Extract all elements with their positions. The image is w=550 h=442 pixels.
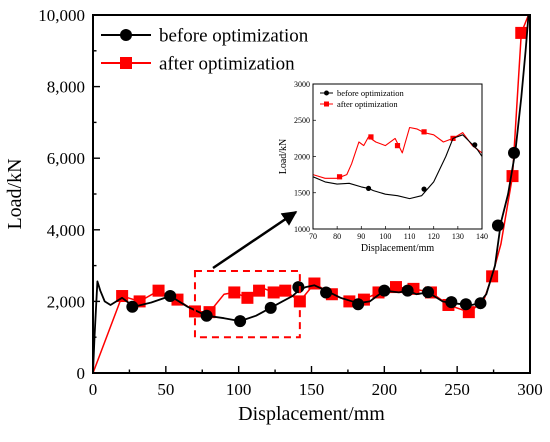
- inset-series-0-line: [313, 134, 482, 200]
- inset-legend-label-0: before optimization: [337, 88, 405, 98]
- series-0-point: [352, 298, 365, 311]
- series-0-point: [459, 298, 472, 311]
- x-tick-label: 300: [517, 380, 543, 399]
- inset-y-tick-label: 2500: [294, 116, 310, 125]
- y-axis-title: Load/kN: [4, 158, 26, 229]
- series-0-point: [491, 219, 504, 232]
- series-1-point: [515, 26, 528, 39]
- inset-series-1-point: [394, 143, 401, 149]
- y-tick-label: 0: [77, 364, 86, 383]
- series-1-point: [267, 286, 280, 299]
- series-0-point: [445, 296, 458, 309]
- inset-x-tick-label: 140: [476, 232, 488, 241]
- inset-legend-marker-0: [324, 90, 329, 96]
- series-1-point: [152, 284, 165, 297]
- series-1-point: [241, 291, 254, 304]
- inset-x-tick-label: 130: [452, 232, 464, 241]
- y-tick-label: 10,000: [38, 6, 85, 25]
- series-0-point: [401, 284, 414, 297]
- inset-series-1-point: [368, 134, 374, 140]
- legend-marker-1: [120, 57, 132, 69]
- x-tick-label: 200: [372, 380, 398, 399]
- y-tick-label: 4,000: [47, 221, 85, 240]
- inset-series-0-point: [365, 185, 372, 191]
- legend-label-1: after optimization: [159, 54, 295, 75]
- inset-series-group: [313, 126, 482, 200]
- inset-y-axis-title: Load/kN: [278, 139, 289, 175]
- series-0-point: [264, 301, 277, 314]
- series-0-point: [292, 281, 305, 294]
- inset-legend-marker-1: [324, 101, 329, 107]
- series-0-point: [507, 146, 520, 159]
- series-0-point: [474, 297, 487, 310]
- y-tick-label: 6,000: [47, 149, 85, 168]
- series-0-point: [320, 286, 333, 299]
- series-0-point: [378, 284, 391, 297]
- inset-x-tick-label: 70: [309, 232, 317, 241]
- inset-legend-label-1: after optimization: [337, 99, 398, 109]
- series-0-line: [93, 15, 530, 373]
- inset-series-1-line: [313, 126, 482, 179]
- inset-y-tick-label: 1000: [294, 225, 310, 234]
- x-tick-label: 150: [299, 380, 325, 399]
- inset-y-tick-label: 3000: [294, 80, 310, 89]
- main-series-group: [93, 15, 530, 373]
- inset-series-0-point: [421, 186, 427, 192]
- series-0-point: [200, 309, 213, 322]
- x-tick-label: 250: [444, 380, 470, 399]
- inset-x-tick-label: 80: [333, 232, 341, 241]
- inset-y-tick-label: 2000: [294, 152, 310, 161]
- series-1-point: [279, 284, 292, 297]
- zoom-arrow: [212, 210, 298, 270]
- series-1-point: [389, 281, 402, 294]
- series-0-point: [164, 290, 177, 303]
- y-tick-label: 2,000: [47, 292, 85, 311]
- main-plot: 0 50 100 150 200 250 30002,0004,0006,0008,0001…: [4, 6, 543, 425]
- inset-background: [313, 84, 482, 229]
- series-1-point: [506, 170, 519, 183]
- inset-x-tick-label: 110: [404, 232, 416, 241]
- series-0-point: [234, 315, 247, 328]
- series-0-point: [422, 286, 435, 299]
- legend-label-0: before optimization: [159, 26, 309, 47]
- x-tick-label: 100: [226, 380, 252, 399]
- inset-series-1-point: [421, 129, 427, 135]
- x-tick-label: 0: [89, 380, 98, 399]
- legend-marker-0: [120, 29, 132, 41]
- highlight-region-box: [193, 269, 301, 339]
- inset-x-tick-label: 100: [379, 232, 391, 241]
- y-tick-label: 8,000: [47, 78, 85, 97]
- inset-x-tick-label: 120: [428, 232, 440, 241]
- inset-plot: 70 80 90 100 110 120 130 140 1000 1500 2000 2500 300…: [278, 80, 488, 254]
- x-axis-title: Displacement/mm: [238, 403, 385, 425]
- series-1-point: [253, 284, 266, 297]
- series-1-point: [228, 286, 241, 299]
- inset-x-axis-title: Displacement/mm: [361, 243, 435, 254]
- x-tick-label: 50: [157, 380, 174, 399]
- inset-y-tick-label: 1500: [294, 189, 310, 198]
- inset-series-1-point: [336, 174, 343, 180]
- series-0-point: [126, 300, 139, 313]
- inset-x-tick-label: 90: [357, 232, 365, 241]
- inset-series-0-point: [472, 142, 478, 148]
